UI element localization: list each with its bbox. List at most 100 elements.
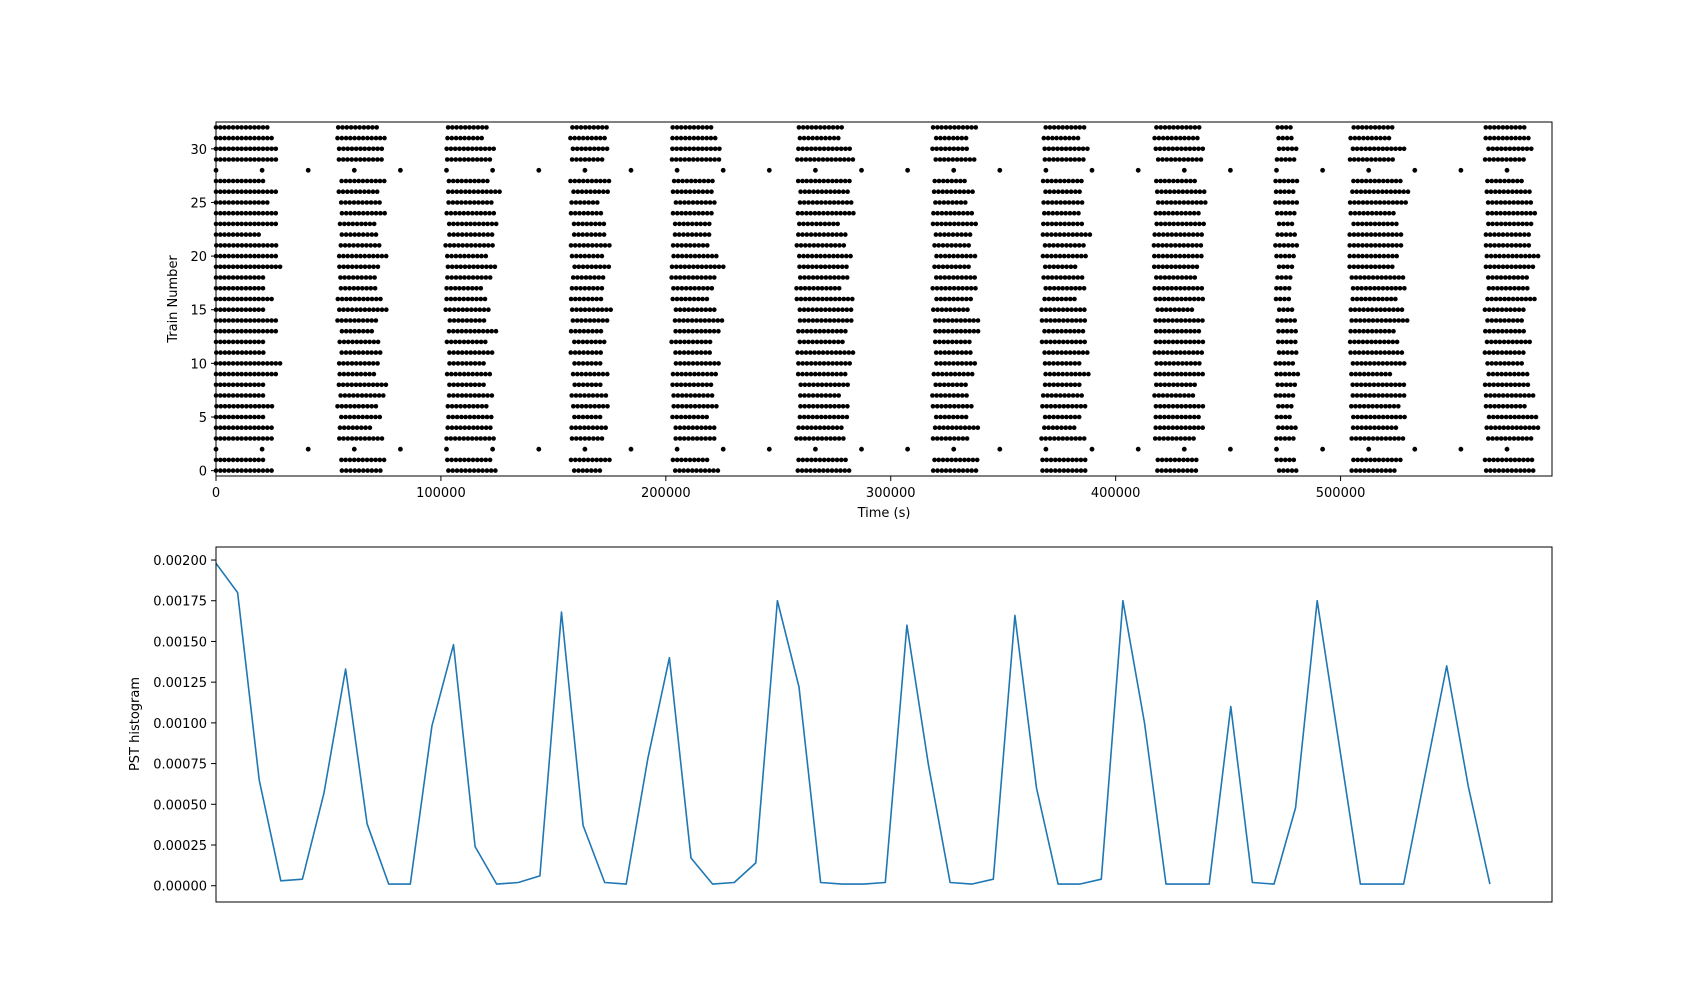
spike-point [482,296,488,302]
spike-point [607,243,612,248]
spike-point [952,371,958,377]
spike-point [1371,146,1377,152]
spike-point [1155,457,1161,463]
spike-point [222,382,227,388]
spike-point [959,253,965,259]
spike-point [707,200,713,205]
spike-point [265,135,270,141]
spike-point [461,436,467,441]
spike-point [840,318,846,323]
spike-point [451,393,456,398]
spike-point [602,135,607,141]
spike-point [235,178,240,184]
spike-point [1071,275,1076,280]
spike-point [247,135,253,141]
spike-point [252,232,257,237]
spike-point [602,264,607,270]
spike-point [589,178,595,184]
spike-point [836,189,842,194]
spike-point [256,393,262,398]
spike-point [844,275,850,280]
spike-point [958,339,964,345]
spike-point [451,243,457,248]
spike-point [1282,253,1288,259]
spike-point [1055,350,1060,355]
spike-point [1359,221,1365,227]
spike-point [230,296,236,302]
spike-point [492,264,498,270]
spike-point [1387,275,1393,280]
spike-point [813,146,818,152]
spike-point [1521,350,1526,355]
spike-point [800,232,805,237]
spike-point [1513,264,1519,270]
spike-point [456,243,461,248]
spike-point [580,232,585,237]
spike-point [247,296,253,302]
spike-point [446,414,451,420]
spike-point [461,286,467,291]
spike-point [1053,468,1058,473]
spike-point [1068,264,1074,270]
spike-point [696,253,702,259]
spike-point [349,436,355,441]
spike-point [600,125,605,130]
spike-point [235,286,240,291]
spike-point [377,350,383,355]
spike-point [345,253,351,259]
spike-point [1064,382,1069,388]
spike-point [1042,361,1048,366]
spike-point [707,339,713,345]
spike-point [817,457,823,463]
spike-point [1363,146,1368,152]
spike-point [247,189,253,194]
spike-point [460,361,465,366]
spike-point [932,425,938,431]
spike-point [1174,436,1179,441]
spike-point [945,457,950,463]
spike-point [827,339,832,345]
spike-point [1350,393,1356,398]
spike-point [704,296,710,302]
spike-point [1071,200,1076,205]
spike-point [798,436,803,441]
spike-point [1179,382,1185,388]
spike-point [1166,404,1171,409]
spike-point [360,318,366,323]
spike-point [1196,328,1202,334]
spike-point [371,264,376,270]
spike-point [1359,457,1365,463]
spike-point [967,339,972,345]
spike-point [576,339,581,345]
spike-point [1497,425,1502,431]
spike-point [1162,125,1168,130]
spike-point [834,178,839,184]
spike-point [1373,339,1378,345]
spike-point [256,457,262,463]
spike-point [1370,436,1376,441]
spike-point [831,264,836,270]
spike-point [1197,189,1203,194]
spike-point [591,318,597,323]
spike-point [827,275,833,280]
spike-point [226,339,232,345]
spike-point [679,286,685,291]
spike-point [1388,382,1394,388]
spike-point [952,404,957,409]
spike-point [222,264,227,270]
spike-point [968,361,973,366]
spike-point [1393,457,1399,463]
spike-point [946,414,952,420]
raster-x-tick-label: 400000 [1091,486,1141,501]
spike-point [1515,318,1520,323]
spike-point [1059,157,1065,162]
spike-point [812,350,817,355]
spike-point [686,307,691,313]
spike-point [673,339,679,345]
spike-point [1190,393,1196,398]
spike-point [1293,468,1299,473]
spike-point [957,264,963,270]
spike-point [377,135,383,141]
spike-point [1383,404,1388,409]
spike-point [582,307,588,313]
